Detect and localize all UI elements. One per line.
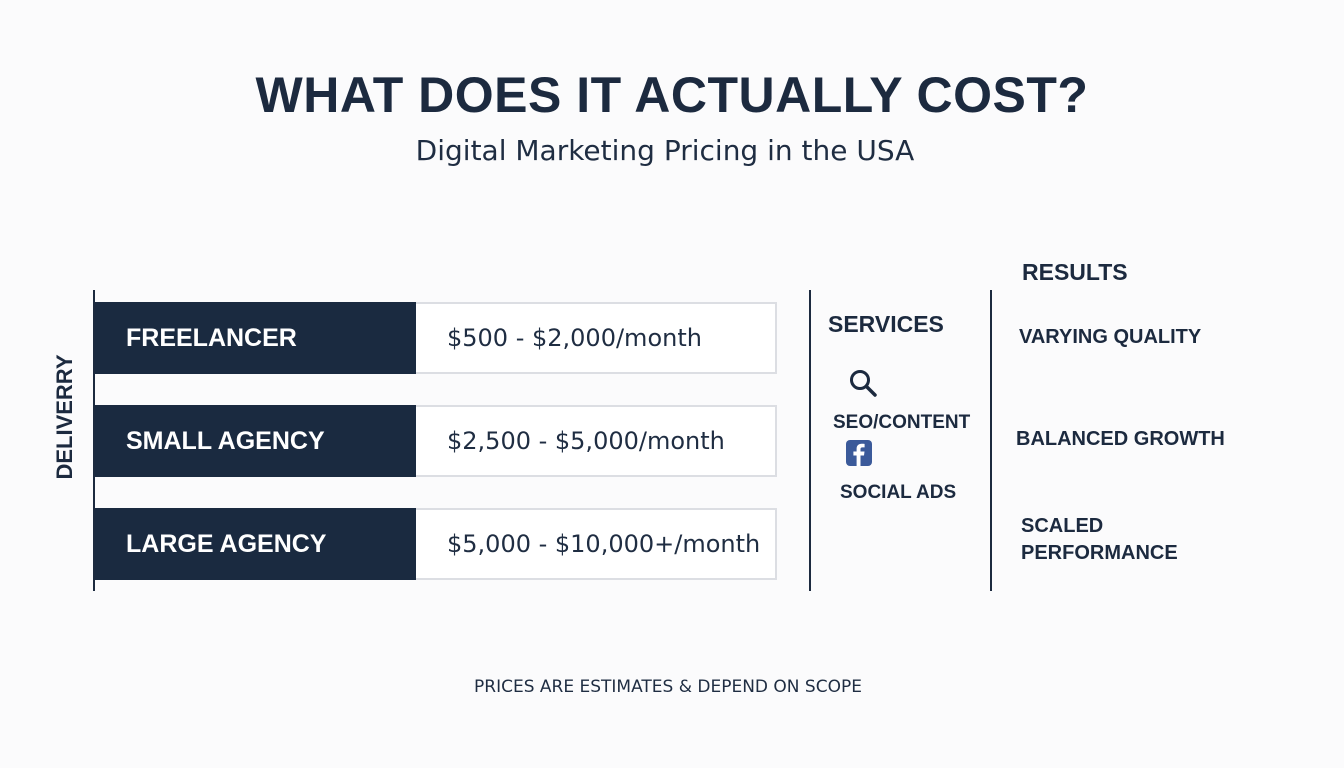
tier-row-small-agency: SMALL AGENCY $2,500 - $5,000/month (95, 405, 777, 477)
delivery-axis-text: DELIVERRY (52, 354, 77, 480)
services-heading: SERVICES (828, 311, 944, 337)
tier-name: LARGE AGENCY (95, 508, 416, 580)
page-subtitle: Digital Marketing Pricing in the USA (415, 134, 915, 167)
services-divider (809, 290, 811, 591)
tier-price: $500 - $2,000/month (416, 302, 777, 374)
tier-name: SMALL AGENCY (95, 405, 416, 477)
results-heading: RESULTS (1022, 259, 1128, 285)
footnote: PRICES ARE ESTIMATES & DEPEND ON SCOPE (474, 677, 862, 697)
service-label-seo: SEO/CONTENT (833, 412, 971, 433)
result-balanced-growth: BALANCED GROWTH (1016, 428, 1225, 450)
tier-price: $5,000 - $10,000+/month (416, 508, 777, 580)
page-title: WHAT DOES IT ACTUALLY COST? (255, 67, 1089, 123)
tier-name: FREELANCER (95, 302, 416, 374)
tier-row-freelancer: FREELANCER $500 - $2,000/month (95, 302, 777, 374)
result-scaled-performance: SCALED PERFORMANCE (1021, 515, 1178, 564)
tier-row-large-agency: LARGE AGENCY $5,000 - $10,000+/month (95, 508, 777, 580)
service-label-social-ads: SOCIAL ADS (840, 482, 957, 503)
search-icon (848, 368, 880, 405)
result-varying-quality: VARYING QUALITY (1019, 326, 1202, 348)
delivery-axis-line (93, 290, 95, 591)
results-divider (990, 290, 992, 591)
tier-price: $2,500 - $5,000/month (416, 405, 777, 477)
facebook-icon (846, 440, 872, 471)
